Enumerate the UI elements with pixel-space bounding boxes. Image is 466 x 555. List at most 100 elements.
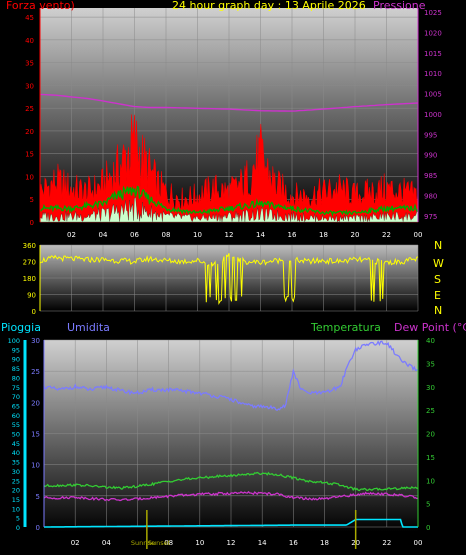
rain-tick-label: 60 bbox=[12, 412, 20, 420]
x-tick-label: 14 bbox=[258, 539, 267, 547]
humidity-tick-label: 5 bbox=[36, 493, 40, 501]
humidity-tick-label: 10 bbox=[31, 462, 40, 470]
direction-label-n-top: N bbox=[434, 239, 442, 252]
rain-tick-label: 0 bbox=[16, 524, 20, 532]
sunset-label: Sunset bbox=[148, 539, 171, 547]
rain-tick-label: 30 bbox=[12, 468, 20, 476]
rain-tick-label: 70 bbox=[12, 393, 20, 401]
gust-series bbox=[39, 114, 419, 223]
temperature-tick-label: 25 bbox=[426, 407, 435, 415]
direction-axes: 0 90 180 270 360 bbox=[23, 242, 41, 316]
direction-label-s: S bbox=[434, 273, 441, 286]
pressure-series bbox=[39, 93, 419, 112]
y2-tick-label: 975 bbox=[424, 213, 437, 221]
y-tick-label: 270 bbox=[23, 259, 36, 267]
direction-gridlines bbox=[40, 244, 419, 312]
humidity-tick-label: 30 bbox=[31, 337, 40, 345]
rain-tick-label: 50 bbox=[12, 431, 20, 439]
dewpoint-series bbox=[43, 490, 419, 502]
direction-label-w: W bbox=[433, 257, 444, 270]
x-tick-label: 12 bbox=[227, 539, 236, 547]
x-tick-label: 20 bbox=[351, 231, 360, 239]
rain-tick-label: 20 bbox=[12, 487, 20, 495]
y2-tick-label: 980 bbox=[424, 193, 437, 201]
direction-series bbox=[39, 253, 419, 306]
graph-title: 24 hour graph day : 13 Aprile 2026 bbox=[172, 0, 366, 12]
y-tick-label: 180 bbox=[23, 275, 36, 283]
x-tick-label: 22 bbox=[382, 231, 391, 239]
temperature-tick-label: 40 bbox=[426, 337, 435, 345]
direction-label-n-bottom: N bbox=[434, 304, 442, 317]
rain-tick-label: 45 bbox=[12, 440, 20, 448]
x-tick-label: 06 bbox=[130, 231, 139, 239]
rain-tick-label: 40 bbox=[12, 449, 20, 457]
y-tick-label: 30 bbox=[25, 82, 34, 90]
rain-tick-label: 65 bbox=[12, 402, 20, 410]
y-tick-label: 0 bbox=[32, 308, 36, 316]
rain-tick-label: 90 bbox=[12, 356, 20, 364]
y-tick-label: 360 bbox=[23, 242, 36, 250]
temperature-tick-label: 10 bbox=[426, 477, 435, 485]
wind-direction-chart: 0 90 180 270 360 N W S E N bbox=[23, 239, 444, 317]
rain-tick-label: 75 bbox=[12, 384, 20, 392]
y2-tick-label: 1005 bbox=[424, 91, 442, 99]
wind-axes: 0510152025303540459759809859909951000100… bbox=[25, 8, 442, 239]
rain-tick-label: 95 bbox=[12, 346, 20, 354]
y2-tick-label: 990 bbox=[424, 152, 437, 160]
x-tick-label: 16 bbox=[288, 231, 297, 239]
y-tick-label: 20 bbox=[25, 128, 34, 136]
temperature-tick-label: 20 bbox=[426, 431, 435, 439]
y-tick-label: 90 bbox=[27, 292, 36, 300]
rain-tick-label: 100 bbox=[8, 337, 20, 345]
x-tick-label: 04 bbox=[99, 231, 108, 239]
temperature-tick-label: 35 bbox=[426, 360, 435, 368]
wind-min-series bbox=[39, 196, 419, 223]
x-tick-label: 04 bbox=[102, 539, 111, 547]
rain-tick-label: 80 bbox=[12, 374, 20, 382]
x-tick-label: 14 bbox=[256, 231, 265, 239]
y2-tick-label: 1015 bbox=[424, 50, 442, 58]
temperature-tick-label: 5 bbox=[426, 501, 430, 509]
x-tick-label: 10 bbox=[195, 539, 204, 547]
x-tick-label: 10 bbox=[193, 231, 202, 239]
temperature-tick-label: 15 bbox=[426, 454, 435, 462]
y-tick-label: 0 bbox=[30, 219, 34, 227]
wind-axis-title: Forza vento) bbox=[6, 0, 75, 12]
wind-pressure-chart: 0510152025303540459759809859909951000100… bbox=[6, 0, 442, 239]
direction-label-e: E bbox=[434, 289, 441, 302]
humidity-tick-label: 15 bbox=[31, 431, 40, 439]
sunrise-label: Sunrise bbox=[131, 539, 155, 547]
x-tick-label: 18 bbox=[320, 539, 329, 547]
rain-tick-label: 35 bbox=[12, 459, 20, 467]
y2-tick-label: 1010 bbox=[424, 70, 442, 78]
y-tick-label: 15 bbox=[25, 151, 34, 159]
y2-tick-label: 985 bbox=[424, 172, 437, 180]
rain-tick-label: 25 bbox=[12, 477, 20, 485]
dewpoint-axis-title: Dew Point (°C) bbox=[394, 321, 466, 334]
rain-tick-label: 15 bbox=[12, 496, 20, 504]
y2-tick-label: 1020 bbox=[424, 29, 442, 37]
x-tick-label: 00 bbox=[414, 231, 423, 239]
y-tick-label: 40 bbox=[25, 37, 34, 45]
wind-average-series bbox=[39, 185, 419, 217]
rain-axis-title: Pioggia bbox=[1, 321, 41, 334]
y2-tick-label: 995 bbox=[424, 131, 437, 139]
climate-axes: 0510152025300510152025303540455055606570… bbox=[8, 337, 435, 549]
humidity-tick-label: 20 bbox=[31, 399, 40, 407]
x-tick-label: 18 bbox=[319, 231, 328, 239]
x-tick-label: 08 bbox=[164, 539, 173, 547]
y-tick-label: 5 bbox=[30, 196, 34, 204]
humidity-tick-label: 0 bbox=[36, 524, 40, 532]
temperature-tick-label: 0 bbox=[426, 524, 430, 532]
temperature-axis-title: Temperatura bbox=[310, 321, 381, 334]
temperature-tick-label: 30 bbox=[426, 384, 435, 392]
humidity-series bbox=[43, 340, 419, 411]
direction-series bbox=[39, 253, 419, 306]
rain-tick-label: 85 bbox=[12, 365, 20, 373]
y-tick-label: 45 bbox=[25, 14, 34, 22]
x-tick-label: 12 bbox=[225, 231, 234, 239]
x-tick-label: 08 bbox=[162, 231, 171, 239]
y-tick-label: 35 bbox=[25, 60, 34, 68]
temperature-series bbox=[43, 471, 419, 492]
y-tick-label: 10 bbox=[25, 173, 34, 181]
